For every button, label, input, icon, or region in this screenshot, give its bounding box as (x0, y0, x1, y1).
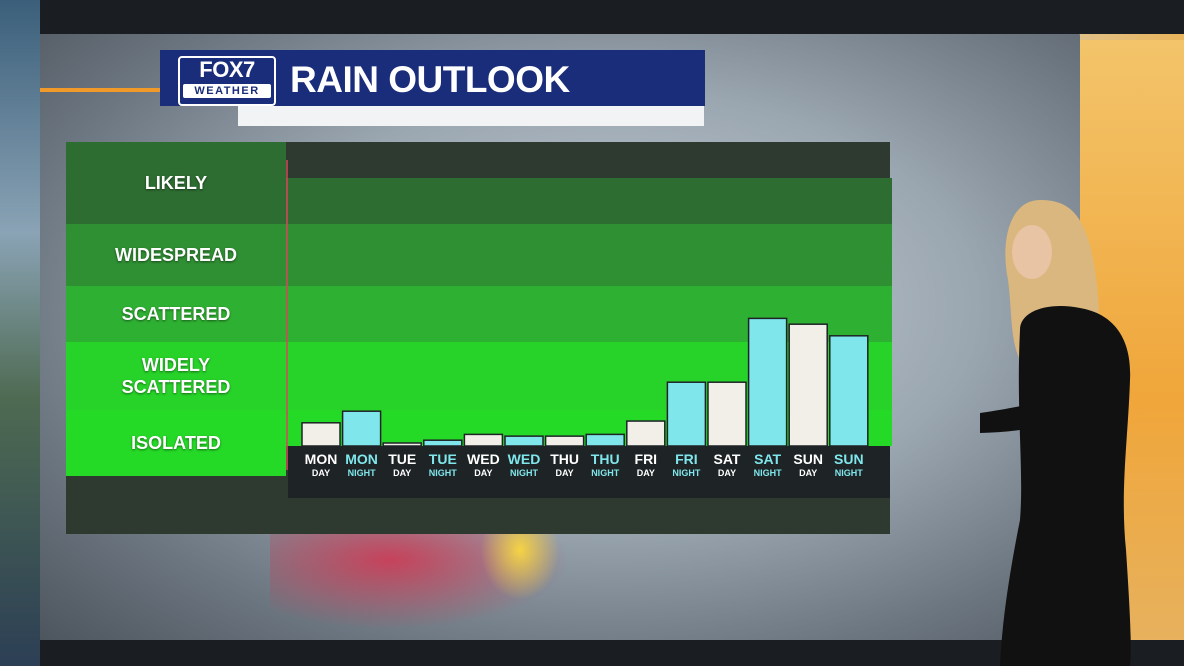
y-category-label: SCATTERED (66, 286, 286, 342)
chart-band-isolated (286, 410, 892, 446)
x-tick-label: THU DAY (543, 446, 587, 479)
x-tick-period: DAY (311, 468, 331, 478)
x-tick-day: MON (304, 451, 338, 467)
chart-band-scattered (286, 286, 892, 342)
x-tick-label: SUN DAY (786, 446, 830, 479)
x-tick-period: NIGHT (591, 468, 620, 478)
x-tick-label: WED NIGHT (502, 446, 546, 479)
title-accent-line (40, 88, 162, 92)
x-tick-day: WED (507, 451, 541, 467)
wall-frame-top (40, 0, 1184, 34)
station-logo: FOX7 WEATHER (178, 56, 276, 106)
x-tick-label: WED DAY (461, 446, 505, 479)
x-tick-day: SAT (713, 451, 741, 467)
logo-subtext: WEATHER (183, 84, 271, 98)
x-tick-day: SUN (834, 451, 864, 467)
studio-background-left (0, 0, 46, 666)
x-tick-day: FRI (675, 451, 698, 467)
x-tick-period: DAY (717, 468, 737, 478)
y-category-label: WIDESPREAD (66, 224, 286, 286)
x-tick-label: SAT DAY (705, 446, 749, 479)
x-tick-period: NIGHT (753, 468, 782, 478)
x-tick-day: SUN (793, 451, 823, 467)
x-axis-strip (288, 446, 890, 498)
x-tick-day: THU (590, 451, 620, 467)
x-tick-period: DAY (799, 468, 818, 478)
chart-band-widely-scattered (286, 342, 892, 410)
x-tick-day: SAT (754, 451, 782, 467)
x-tick-period: NIGHT (834, 468, 863, 478)
x-tick-label: MON DAY (299, 446, 343, 479)
x-tick-label: TUE NIGHT (421, 446, 465, 479)
x-tick-day: TUE (388, 451, 417, 467)
x-tick-label: SAT NIGHT (746, 446, 790, 479)
x-tick-period: NIGHT (672, 468, 701, 478)
x-tick-period: NIGHT (428, 468, 457, 478)
title-underline (238, 106, 704, 126)
page-title: RAIN OUTLOOK (290, 59, 570, 100)
chart-band-likely (286, 178, 892, 224)
x-tick-label: FRI DAY (624, 446, 668, 479)
wall-frame-bottom (40, 640, 1184, 666)
chart-band-widespread (286, 224, 892, 286)
x-tick-label: MON NIGHT (340, 446, 384, 479)
x-tick-day: THU (550, 451, 579, 467)
x-tick-day: FRI (634, 451, 658, 467)
y-category-label: WIDELY SCATTERED (66, 342, 286, 410)
x-tick-label: SUN NIGHT (827, 446, 871, 479)
x-tick-day: MON (345, 451, 378, 467)
x-tick-period: DAY (393, 468, 412, 478)
x-tick-label: THU NIGHT (583, 446, 627, 479)
x-tick-day: TUE (428, 451, 457, 467)
x-tick-period: DAY (555, 468, 574, 478)
logo-text: FOX7 (199, 57, 255, 82)
x-tick-label: FRI NIGHT (664, 446, 708, 479)
presenter (980, 200, 1131, 666)
x-tick-period: DAY (636, 468, 655, 478)
x-tick-label: TUE DAY (380, 446, 424, 479)
y-category-label: ISOLATED (66, 410, 286, 476)
x-tick-day: WED (467, 451, 500, 467)
y-category-label: LIKELY (66, 142, 286, 224)
x-tick-period: NIGHT (510, 468, 538, 478)
x-tick-period: DAY (474, 468, 493, 478)
x-tick-period: NIGHT (347, 468, 376, 478)
